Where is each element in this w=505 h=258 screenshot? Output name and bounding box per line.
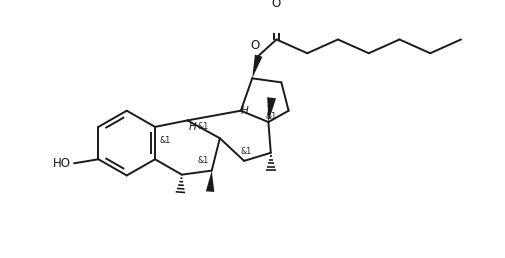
Polygon shape	[267, 97, 276, 122]
Text: &1: &1	[159, 136, 170, 145]
Polygon shape	[251, 55, 262, 78]
Text: O: O	[271, 0, 281, 10]
Text: O: O	[249, 39, 259, 52]
Text: H: H	[188, 122, 196, 132]
Text: &1: &1	[265, 112, 276, 121]
Polygon shape	[206, 171, 214, 192]
Text: HO: HO	[53, 157, 71, 170]
Text: &1: &1	[197, 156, 209, 165]
Text: H: H	[240, 106, 247, 116]
Text: &1: &1	[197, 122, 209, 131]
Text: &1: &1	[240, 147, 251, 156]
